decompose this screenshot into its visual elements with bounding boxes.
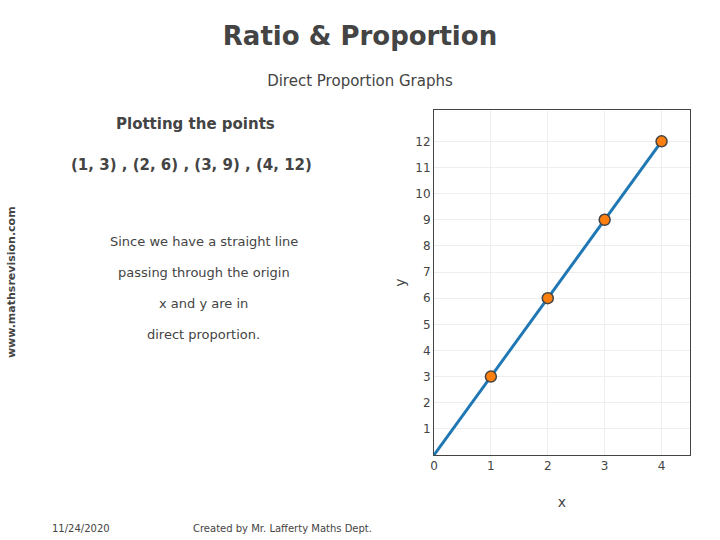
svg-text:2: 2 <box>423 396 431 410</box>
svg-text:passing through the origin: passing through the origin <box>118 265 290 280</box>
svg-text:11: 11 <box>415 161 430 175</box>
svg-text:x: x <box>558 494 566 510</box>
svg-text:Since we have a straight line: Since we have a straight line <box>110 234 298 249</box>
svg-text:4: 4 <box>423 344 431 358</box>
svg-text:4: 4 <box>658 459 666 473</box>
svg-text:3: 3 <box>601 459 609 473</box>
svg-text:1: 1 <box>487 459 495 473</box>
svg-text:Created by Mr. Lafferty Maths: Created by Mr. Lafferty Maths Dept. <box>193 523 372 534</box>
svg-text:8: 8 <box>423 239 431 253</box>
svg-text:0: 0 <box>430 459 438 473</box>
svg-text:Plotting the points: Plotting the points <box>116 115 275 133</box>
svg-text:3: 3 <box>423 370 431 384</box>
svg-text:(1, 3) , (2, 6) , (3, 9) , (4,: (1, 3) , (2, 6) , (3, 9) , (4, 12) <box>71 156 312 174</box>
svg-text:Direct Proportion Graphs: Direct Proportion Graphs <box>267 72 453 90</box>
svg-text:11/24/2020: 11/24/2020 <box>52 523 110 534</box>
svg-text:Ratio & Proportion: Ratio & Proportion <box>223 21 497 51</box>
svg-text:direct proportion.: direct proportion. <box>147 327 260 342</box>
svg-text:12: 12 <box>415 135 430 149</box>
svg-text:x and y are in: x and y are in <box>159 296 248 311</box>
svg-text:6: 6 <box>423 291 431 305</box>
svg-text:www.mathsrevision.com: www.mathsrevision.com <box>5 206 18 358</box>
svg-text:1: 1 <box>423 422 431 436</box>
svg-text:y: y <box>392 278 408 286</box>
svg-text:5: 5 <box>423 318 431 332</box>
svg-text:7: 7 <box>423 265 431 279</box>
svg-text:9: 9 <box>423 213 431 227</box>
svg-text:10: 10 <box>415 187 430 201</box>
svg-text:2: 2 <box>544 459 552 473</box>
